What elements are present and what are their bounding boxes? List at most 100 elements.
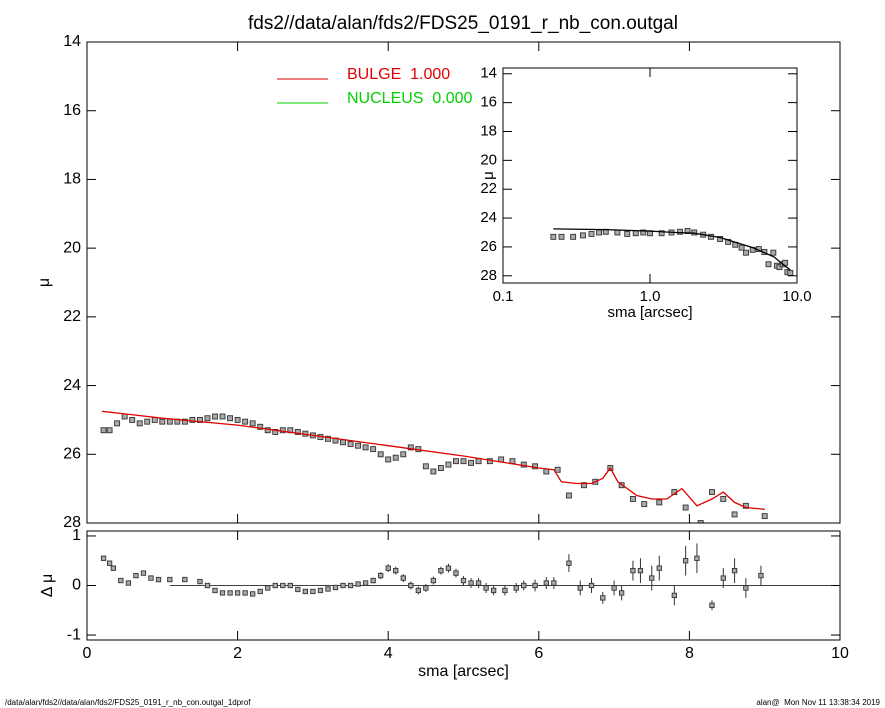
footer-left: /data/alan/fds2//data/alan/fds2/FDS25_01… [5, 698, 251, 707]
data-point [694, 555, 700, 561]
x-tick-label: 10.0 [782, 288, 811, 305]
data-point [618, 590, 625, 596]
data-point [257, 588, 263, 595]
y-tick-label: 14 [480, 65, 497, 82]
data-point [347, 441, 354, 447]
data-point [422, 463, 429, 470]
y-tick-label: 22 [63, 308, 81, 325]
footer-right: alan@ Mon Nov 11 13:38:34 2019 [756, 698, 880, 707]
data-point [483, 585, 489, 591]
data-point [385, 565, 391, 571]
data-point [630, 567, 636, 574]
x-tick-label: 8 [685, 645, 694, 662]
data-point [302, 588, 309, 595]
data-point [219, 413, 226, 420]
data-point [453, 570, 459, 576]
data-point [355, 442, 362, 449]
data-point [265, 585, 271, 591]
data-point [513, 585, 519, 591]
data-point [543, 580, 549, 586]
data-point [393, 567, 399, 574]
data-point [632, 230, 639, 237]
data-point [310, 588, 316, 595]
data-point [641, 501, 648, 508]
data-point [415, 587, 421, 594]
data-point [720, 575, 726, 581]
x-axis-label: sma [arcsec] [607, 304, 692, 321]
x-tick-label: 0 [83, 645, 92, 662]
data-point [543, 468, 550, 475]
data-point [408, 582, 414, 589]
frame [86, 41, 841, 524]
data-point [554, 466, 561, 473]
data-point [257, 423, 264, 430]
data-point [624, 230, 631, 237]
y-tick-label: 26 [63, 446, 81, 463]
data-point [720, 496, 727, 502]
y-tick-label: 20 [63, 239, 81, 256]
data-point [453, 458, 459, 465]
data-point [196, 416, 203, 423]
data-point [743, 585, 749, 591]
data-point [219, 590, 226, 596]
data-point [475, 458, 482, 465]
data-point [272, 429, 279, 435]
data-point [189, 416, 196, 423]
data-point [430, 577, 437, 584]
data-point [234, 590, 241, 596]
data-point [640, 229, 647, 236]
data-point [400, 575, 406, 581]
data-point [140, 570, 147, 576]
data-point [731, 511, 738, 518]
plot-area [100, 543, 840, 611]
data-point [600, 595, 606, 601]
data-point [133, 572, 139, 579]
x-tick-label: 10 [831, 645, 849, 662]
data-point [129, 416, 136, 423]
data-point [325, 586, 331, 592]
plot-area [100, 410, 768, 523]
y-tick-label: 20 [480, 151, 497, 168]
data-point [249, 420, 256, 427]
data-point [577, 585, 583, 591]
y-tick-label: 26 [480, 238, 497, 255]
data-point [596, 229, 602, 236]
data-point [182, 576, 188, 583]
data-point [204, 415, 211, 422]
data-point [295, 586, 301, 593]
data-point [765, 261, 772, 268]
data-point [166, 418, 173, 425]
data-point [385, 456, 392, 463]
data-point [144, 418, 151, 425]
data-point [407, 444, 414, 451]
data-point [761, 513, 768, 520]
data-point [106, 560, 113, 566]
data-point [468, 459, 474, 466]
model-line [102, 410, 765, 510]
y-axis-label: Δ μ [39, 574, 56, 597]
data-point [671, 592, 677, 599]
y-tick-label: 24 [480, 209, 497, 226]
data-point [502, 587, 508, 594]
y-tick-label: 22 [480, 180, 497, 197]
y-tick-label: 0 [72, 577, 81, 594]
data-point [738, 244, 745, 251]
data-point [566, 560, 572, 566]
data-point [438, 567, 444, 574]
chart-title: fds2//data/alan/fds2/FDS25_0191_r_nb_con… [248, 13, 678, 34]
data-point [181, 418, 188, 425]
data-point [490, 587, 497, 594]
data-point [743, 249, 749, 256]
data-point [340, 439, 346, 446]
data-point [521, 582, 527, 589]
data-point [400, 451, 407, 458]
data-point [370, 577, 376, 584]
data-point [430, 468, 437, 475]
x-tick-label: 1.0 [640, 288, 661, 305]
data-point [242, 418, 249, 425]
data-point [136, 420, 143, 427]
data-point [637, 567, 644, 574]
data-point [100, 555, 107, 561]
data-point [106, 427, 113, 434]
